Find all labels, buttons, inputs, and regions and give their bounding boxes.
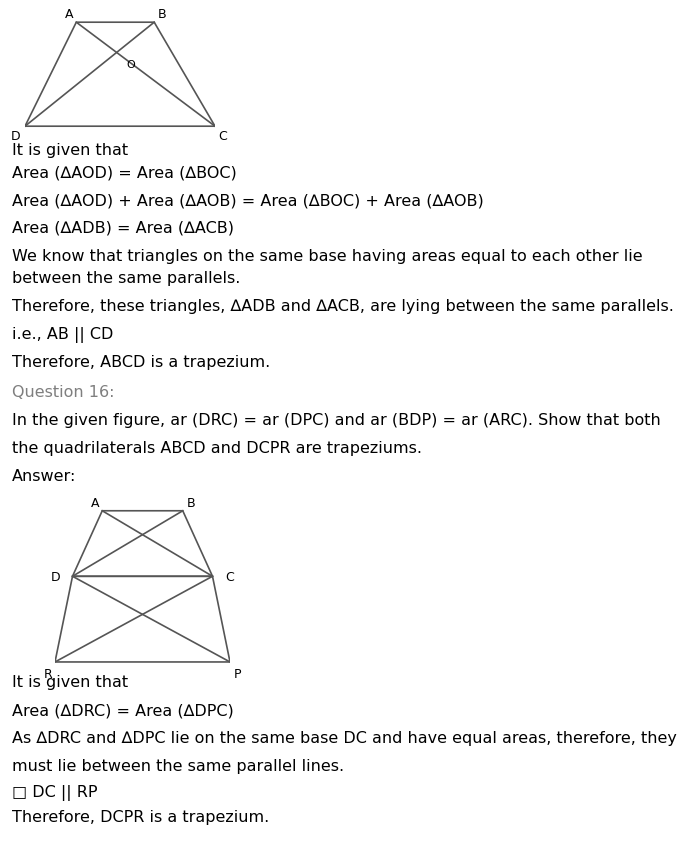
Text: Therefore, DCPR is a trapezium.: Therefore, DCPR is a trapezium. xyxy=(12,809,269,824)
Text: C: C xyxy=(218,130,227,143)
Text: It is given that: It is given that xyxy=(12,674,128,690)
Text: Question 16:: Question 16: xyxy=(12,385,115,399)
Text: the quadrilaterals ABCD and DCPR are trapeziums.: the quadrilaterals ABCD and DCPR are tra… xyxy=(12,441,423,456)
Text: □ DC || RP: □ DC || RP xyxy=(12,784,98,800)
Text: O: O xyxy=(126,60,135,70)
Text: A: A xyxy=(91,496,100,510)
Text: between the same parallels.: between the same parallels. xyxy=(12,271,240,285)
Text: P: P xyxy=(234,668,240,680)
Text: It is given that: It is given that xyxy=(12,143,128,158)
Text: D: D xyxy=(51,570,60,583)
Text: Area (∆DRC) = Area (∆DPC): Area (∆DRC) = Area (∆DPC) xyxy=(12,702,234,717)
Text: B: B xyxy=(157,8,166,20)
Text: Area (∆AOD) + Area (∆AOB) = Area (∆BOC) + Area (∆AOB): Area (∆AOD) + Area (∆AOB) = Area (∆BOC) … xyxy=(12,192,484,208)
Text: In the given figure, ar (DRC) = ar (DPC) and ar (BDP) = ar (ARC). Show that both: In the given figure, ar (DRC) = ar (DPC)… xyxy=(12,413,661,428)
Text: Area (∆AOD) = Area (∆BOC): Area (∆AOD) = Area (∆BOC) xyxy=(12,165,237,180)
Text: Area (∆ADB) = Area (∆ACB): Area (∆ADB) = Area (∆ACB) xyxy=(12,221,234,235)
Text: D: D xyxy=(11,130,21,143)
Text: i.e., AB || CD: i.e., AB || CD xyxy=(12,327,114,343)
Text: We know that triangles on the same base having areas equal to each other lie: We know that triangles on the same base … xyxy=(12,249,643,263)
Text: Therefore, these triangles, ∆ADB and ∆ACB, are lying between the same parallels.: Therefore, these triangles, ∆ADB and ∆AC… xyxy=(12,299,674,314)
Text: R: R xyxy=(44,668,52,680)
Text: B: B xyxy=(187,496,196,510)
Text: must lie between the same parallel lines.: must lie between the same parallel lines… xyxy=(12,758,344,773)
Text: As ∆DRC and ∆DPC lie on the same base DC and have equal areas, therefore, they: As ∆DRC and ∆DPC lie on the same base DC… xyxy=(12,730,677,745)
Text: Answer:: Answer: xyxy=(12,468,77,484)
Text: Therefore, ABCD is a trapezium.: Therefore, ABCD is a trapezium. xyxy=(12,354,271,370)
Text: A: A xyxy=(65,8,73,20)
Text: C: C xyxy=(225,570,234,583)
